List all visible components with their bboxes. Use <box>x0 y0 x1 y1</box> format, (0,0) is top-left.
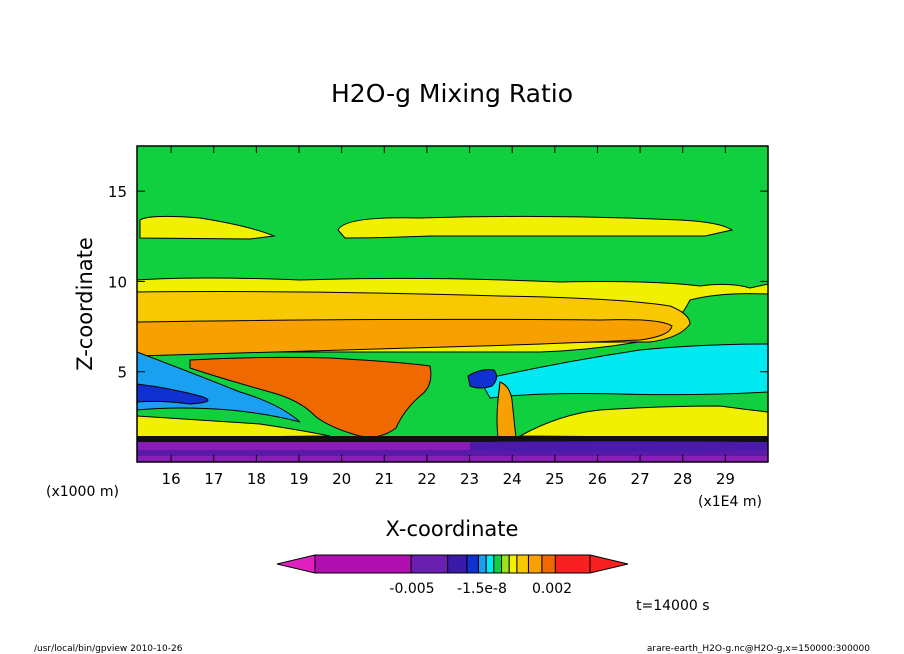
field-surface-dark-purple <box>137 450 768 456</box>
time-label: t=14000 s <box>636 598 710 614</box>
colorbar-segment <box>508 554 518 574</box>
colorbar-max-triangle <box>589 554 629 574</box>
colorbar-segment <box>447 554 468 574</box>
x-tick-label: 20 <box>332 470 351 488</box>
colorbar-segment <box>541 554 556 574</box>
y-tick-label: 10 <box>108 273 127 291</box>
y-axis-label: Z-coordinate <box>73 237 97 371</box>
footer-left: /usr/local/bin/gpview 2010-10-26 <box>34 644 183 654</box>
colorbar <box>276 554 629 574</box>
x-tick-label: 24 <box>503 470 522 488</box>
field-lower-yellow-right <box>518 405 768 439</box>
colorbar-label-1: -0.005 <box>389 581 434 597</box>
field-upper-yellow-left <box>139 215 276 240</box>
x-tick-label: 22 <box>417 470 436 488</box>
field-upper-yellow-right <box>337 215 734 239</box>
field-deep-blue-left <box>137 383 209 405</box>
colorbar-segment <box>477 554 487 574</box>
x-tick-label: 21 <box>375 470 394 488</box>
field-core-column <box>496 381 517 439</box>
field-cyan-right <box>479 343 768 399</box>
y-tick-label: 5 <box>117 364 127 382</box>
field-surface-blue-right <box>470 441 768 451</box>
colorbar-segment <box>554 554 591 574</box>
x-unit-left: (x1000 m) <box>46 484 119 500</box>
x-tick-label: 26 <box>588 470 607 488</box>
plot-frame <box>136 145 769 463</box>
colorbar-min-triangle <box>276 554 316 574</box>
x-tick-label: 16 <box>162 470 181 488</box>
x-tick-label: 27 <box>631 470 650 488</box>
colorbar-segment <box>314 554 412 574</box>
y-tick-label: 15 <box>108 183 127 201</box>
footer-right: arare-earth_H2O-g.nc@H2O-g,x=150000:3000… <box>647 644 870 654</box>
colorbar-label-3: 0.002 <box>532 581 572 597</box>
field-core-orange <box>189 356 432 438</box>
x-unit-right: (x1E4 m) <box>698 494 762 510</box>
colorbar-label-2: -1.5e-8 <box>457 581 507 597</box>
x-axis-label: X-coordinate <box>386 517 519 541</box>
x-ticks: 16 17 18 19 20 21 22 23 24 25 26 27 28 29 <box>162 146 735 488</box>
chart-title: H2O-g Mixing Ratio <box>331 79 573 108</box>
colorbar-segment <box>466 554 479 574</box>
y-ticks: 5 10 15 <box>108 183 768 382</box>
x-tick-label: 25 <box>545 470 564 488</box>
x-tick-label: 17 <box>204 470 223 488</box>
field-orange-layer <box>137 318 673 357</box>
x-tick-label: 28 <box>673 470 692 488</box>
colorbar-segment <box>493 554 503 574</box>
field-blue-left <box>137 351 301 423</box>
field-surface-line <box>137 436 768 442</box>
field-lower-yellow <box>137 415 331 439</box>
x-tick-label: 19 <box>289 470 308 488</box>
x-tick-label: 18 <box>247 470 266 488</box>
x-tick-label: 23 <box>460 470 479 488</box>
field-blue-blob <box>467 369 498 389</box>
colorbar-segment <box>527 554 543 574</box>
x-tick-label: 29 <box>716 470 735 488</box>
colorbar-segment <box>410 554 449 574</box>
colorbar-segment <box>516 554 529 574</box>
colorbar-segment <box>485 554 495 574</box>
contour-field <box>137 146 768 462</box>
colorbar-segment <box>501 554 510 574</box>
